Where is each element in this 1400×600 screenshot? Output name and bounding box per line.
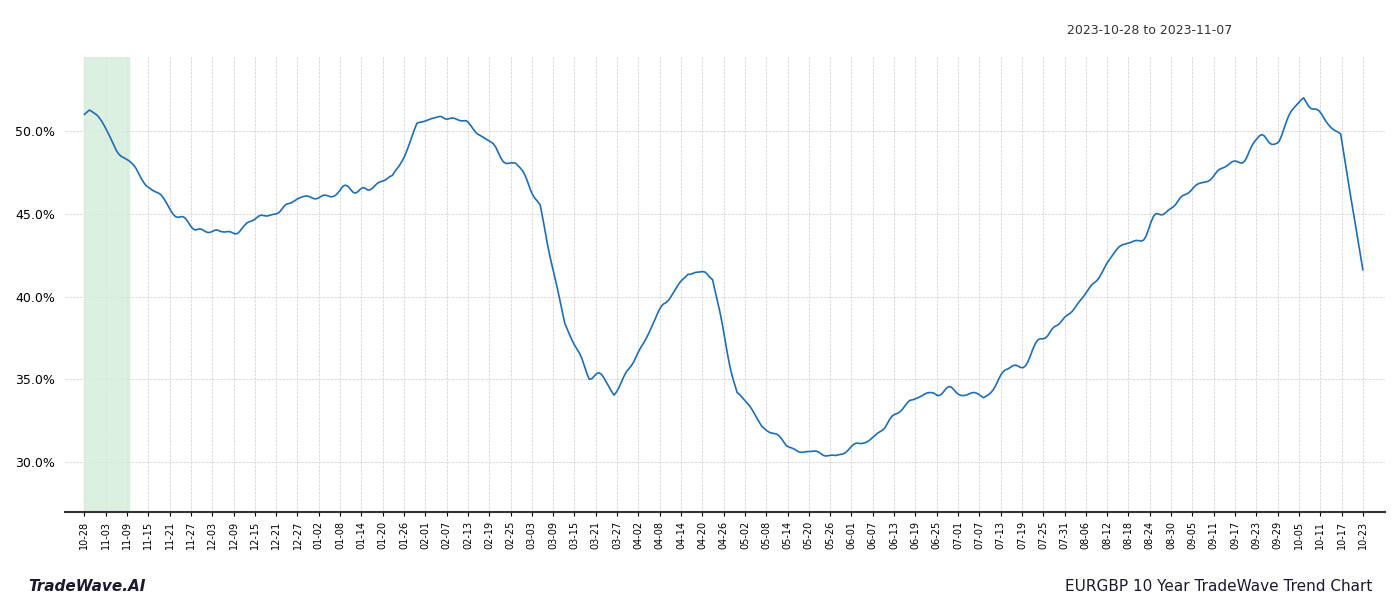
Bar — [84, 57, 129, 512]
Text: TradeWave.AI: TradeWave.AI — [28, 579, 146, 594]
Text: 2023-10-28 to 2023-11-07: 2023-10-28 to 2023-11-07 — [1067, 24, 1232, 37]
Text: EURGBP 10 Year TradeWave Trend Chart: EURGBP 10 Year TradeWave Trend Chart — [1064, 579, 1372, 594]
